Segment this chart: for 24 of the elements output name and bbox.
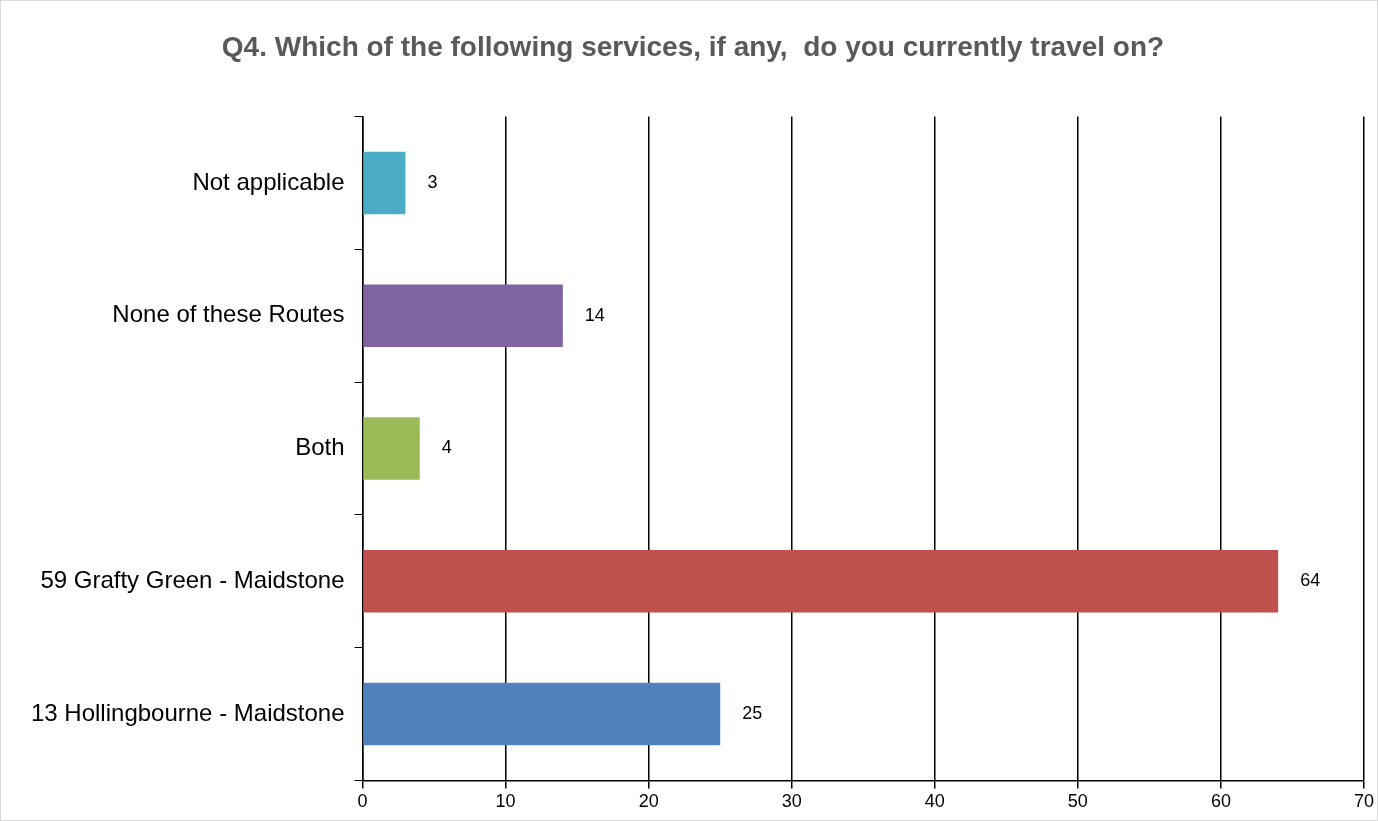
- y-tick-label: Both: [295, 433, 345, 461]
- data-label: 25: [742, 702, 763, 723]
- y-tick-label: None of these Routes: [112, 300, 345, 328]
- x-tick-label: 70: [1353, 791, 1374, 812]
- chart-title: Q4. Which of the following services, if any, do you currently travel on?: [221, 30, 1165, 62]
- bar: [363, 550, 1279, 613]
- bar: [363, 417, 420, 480]
- y-tick-label: Not applicable: [192, 167, 345, 195]
- x-tick-label: 50: [1067, 791, 1088, 812]
- x-tick-label: 30: [781, 791, 802, 812]
- bar: [363, 682, 721, 746]
- data-label: 4: [441, 437, 452, 458]
- data-label: 64: [1300, 570, 1321, 591]
- x-tick-label: 10: [495, 791, 516, 812]
- y-tick-label: 59 Grafty Green - Maidstone: [40, 565, 345, 593]
- y-tick-label: 13 Hollingbourne - Maidstone: [30, 698, 345, 726]
- x-tick-label: 20: [638, 791, 659, 812]
- x-tick-label: 60: [1210, 791, 1231, 812]
- x-tick-label: 40: [924, 791, 945, 812]
- bar: [363, 284, 563, 347]
- x-tick-label: 0: [357, 791, 368, 812]
- bar: [363, 151, 406, 215]
- data-label: 14: [584, 304, 605, 325]
- data-label: 3: [427, 171, 438, 192]
